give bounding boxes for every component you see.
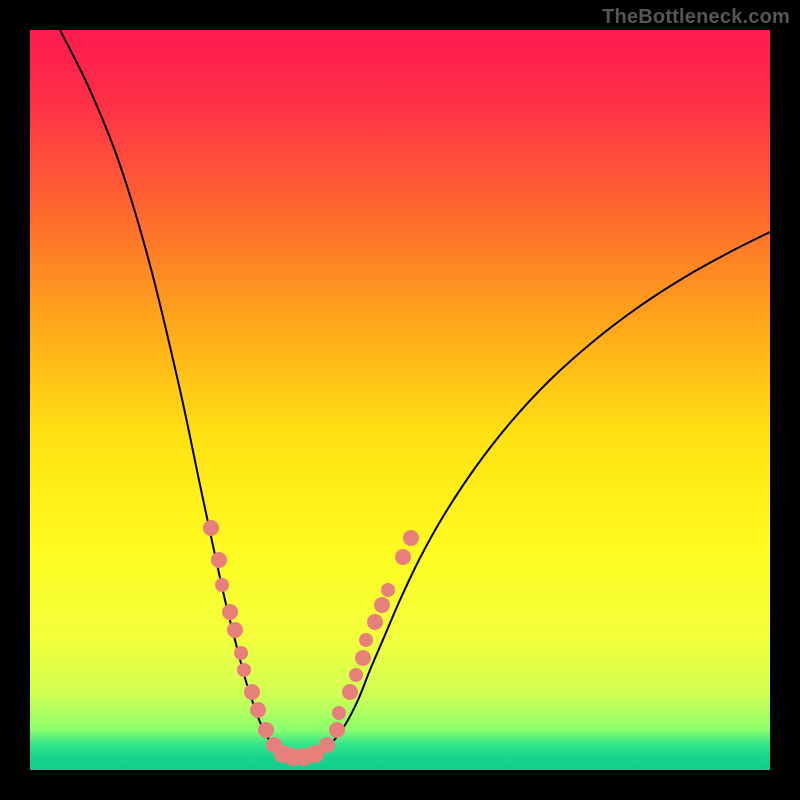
marker-dot <box>215 578 229 592</box>
curve-layer <box>30 30 770 770</box>
marker-dot <box>250 702 266 718</box>
marker-dot <box>342 684 358 700</box>
marker-dot <box>355 650 371 666</box>
marker-dot <box>381 583 395 597</box>
marker-dot <box>349 668 363 682</box>
marker-dot <box>237 663 251 677</box>
marker-dot <box>403 530 419 546</box>
plot-area <box>30 30 770 770</box>
marker-dot <box>203 520 219 536</box>
marker-dot <box>395 549 411 565</box>
marker-dot <box>359 633 373 647</box>
marker-dot <box>211 552 227 568</box>
marker-dot <box>367 614 383 630</box>
marker-dot <box>332 706 346 720</box>
marker-dot <box>244 684 260 700</box>
marker-dot <box>319 737 335 753</box>
watermark-text: TheBottleneck.com <box>602 6 790 29</box>
marker-dot <box>222 604 238 620</box>
marker-dot <box>374 597 390 613</box>
bottleneck-curve <box>60 30 770 760</box>
marker-dot <box>234 646 248 660</box>
marker-dot <box>227 622 243 638</box>
marker-dot <box>329 722 345 738</box>
marker-dot <box>258 722 274 738</box>
